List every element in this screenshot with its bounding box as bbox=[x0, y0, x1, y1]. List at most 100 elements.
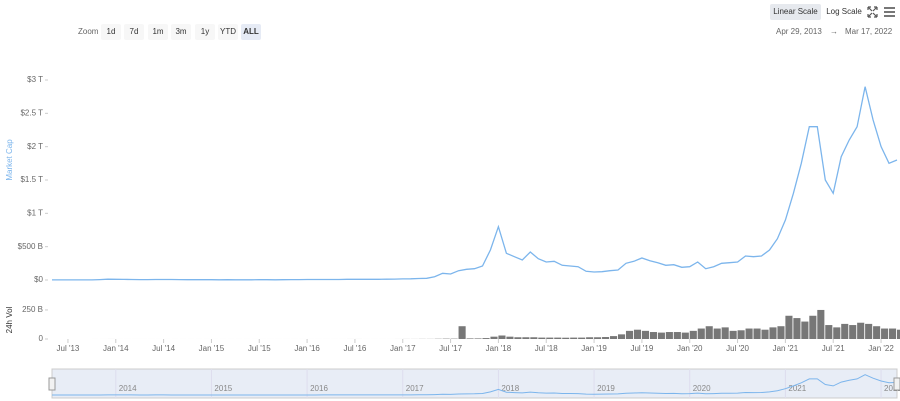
volume-bar bbox=[546, 337, 554, 339]
zoom-button[interactable]: ALL bbox=[241, 24, 261, 40]
navigator-label: 2022 bbox=[884, 384, 900, 393]
scale-button[interactable]: Linear Scale bbox=[770, 4, 821, 20]
button-bg bbox=[241, 24, 261, 40]
button-bg bbox=[124, 24, 144, 40]
navigator-bg bbox=[51, 368, 898, 399]
volume-bar bbox=[625, 330, 634, 339]
scale-button[interactable]: Log Scale bbox=[824, 4, 864, 20]
volume-bar bbox=[482, 338, 490, 339]
volume-bar bbox=[665, 332, 673, 339]
volume-bar bbox=[769, 327, 777, 339]
x-tick-label: Jan '22 bbox=[868, 344, 894, 353]
volume-bar bbox=[633, 329, 642, 339]
x-tick-label: Jan '21 bbox=[773, 344, 799, 353]
button-label[interactable]: ALL bbox=[243, 27, 259, 36]
zoom-button[interactable]: 1m bbox=[148, 24, 168, 40]
button-label[interactable]: 7d bbox=[130, 27, 139, 36]
navigator-label: 2021 bbox=[788, 384, 806, 393]
y-tick-label: $1 T bbox=[27, 208, 43, 217]
button-bg bbox=[148, 24, 168, 40]
volume-bar bbox=[873, 326, 881, 339]
button-label[interactable]: 1y bbox=[201, 27, 209, 36]
x-tick-label: Jul '18 bbox=[535, 344, 558, 353]
x-tick-label: Jul '20 bbox=[726, 344, 749, 353]
volume-bar bbox=[514, 337, 522, 339]
navigator-label: 2015 bbox=[214, 384, 232, 393]
button-label[interactable]: YTD bbox=[220, 27, 236, 36]
menu-icon[interactable] bbox=[884, 7, 895, 17]
button-label[interactable]: Linear Scale bbox=[773, 7, 818, 16]
volume-bar bbox=[554, 337, 562, 339]
volume-bar bbox=[817, 309, 825, 339]
volume-bar bbox=[578, 337, 586, 339]
navigator-handle[interactable] bbox=[893, 377, 900, 391]
volume-bar bbox=[777, 326, 785, 339]
volume-bar bbox=[881, 328, 889, 339]
navigator-line bbox=[52, 374, 898, 396]
navigator-label: 2019 bbox=[597, 384, 615, 393]
volume-bar bbox=[689, 330, 697, 339]
x-tick-label: Jul '13 bbox=[57, 344, 80, 353]
volume-bar bbox=[610, 336, 618, 339]
volume-bar bbox=[721, 327, 729, 339]
volume-bar bbox=[602, 337, 610, 339]
range-start[interactable]: Apr 29, 2013 bbox=[776, 27, 822, 36]
volume-bar bbox=[793, 318, 801, 339]
volume-bar bbox=[530, 337, 538, 339]
volume-bar bbox=[617, 334, 626, 339]
navigator-handle[interactable] bbox=[48, 377, 56, 391]
range-arrow: → bbox=[830, 27, 838, 36]
volume-bar bbox=[705, 326, 713, 339]
volume-bar bbox=[713, 328, 721, 339]
zoom-button[interactable]: YTD bbox=[218, 24, 238, 40]
button-bg bbox=[101, 24, 121, 40]
y-tick-label: $2.5 T bbox=[20, 108, 43, 117]
y-tick-label: $0 bbox=[34, 275, 43, 284]
volume-bar bbox=[649, 332, 657, 339]
volume-bar bbox=[857, 322, 865, 339]
button-label[interactable]: 1d bbox=[107, 27, 116, 36]
navigator-label: 2016 bbox=[310, 384, 328, 393]
range-end[interactable]: Mar 17, 2022 bbox=[845, 27, 893, 36]
button-label[interactable]: 1m bbox=[152, 27, 163, 36]
x-tick-label: Jul '16 bbox=[343, 344, 366, 353]
y-axis-title: Market Cap bbox=[5, 139, 14, 181]
volume-bar bbox=[697, 328, 705, 339]
volume-bar bbox=[657, 332, 665, 339]
y-tick-label: $500 B bbox=[18, 242, 43, 251]
volume-bar bbox=[897, 329, 900, 339]
zoom-button[interactable]: 7d bbox=[124, 24, 144, 40]
y-tick-label: 250 B bbox=[22, 305, 43, 314]
volume-bar bbox=[785, 315, 793, 339]
button-bg bbox=[195, 24, 215, 40]
y-tick-label: 0 bbox=[39, 334, 44, 343]
zoom-button[interactable]: 3m bbox=[171, 24, 191, 40]
zoom-button[interactable]: 1d bbox=[101, 24, 121, 40]
x-tick-label: Jul '21 bbox=[822, 344, 845, 353]
volume-bar bbox=[681, 332, 689, 339]
fullscreen-icon[interactable] bbox=[867, 6, 878, 18]
button-label[interactable]: Log Scale bbox=[826, 7, 862, 16]
button-label[interactable]: 3m bbox=[175, 27, 186, 36]
y-tick-label: $1.5 T bbox=[20, 175, 43, 184]
volume-bar bbox=[641, 330, 650, 339]
zoom-button[interactable]: 1y bbox=[195, 24, 215, 40]
navigator-label: 2018 bbox=[501, 384, 519, 393]
volume-bar bbox=[570, 337, 578, 339]
volume-bar bbox=[841, 323, 849, 339]
volume-bar bbox=[673, 332, 681, 339]
button-bg bbox=[770, 4, 821, 20]
x-tick-label: Jul '14 bbox=[152, 344, 175, 353]
volume-bar bbox=[753, 328, 761, 339]
volume-bar bbox=[586, 337, 594, 339]
volume-bar bbox=[562, 337, 570, 339]
navigator-label: 2014 bbox=[119, 384, 137, 393]
x-tick-label: Jan '15 bbox=[199, 344, 225, 353]
button-bg bbox=[824, 4, 864, 20]
volume-bar bbox=[474, 338, 482, 339]
volume-bar bbox=[889, 328, 897, 339]
volume-bar bbox=[833, 327, 841, 339]
x-tick-label: Jan '14 bbox=[103, 344, 129, 353]
volume-bar bbox=[825, 325, 833, 339]
